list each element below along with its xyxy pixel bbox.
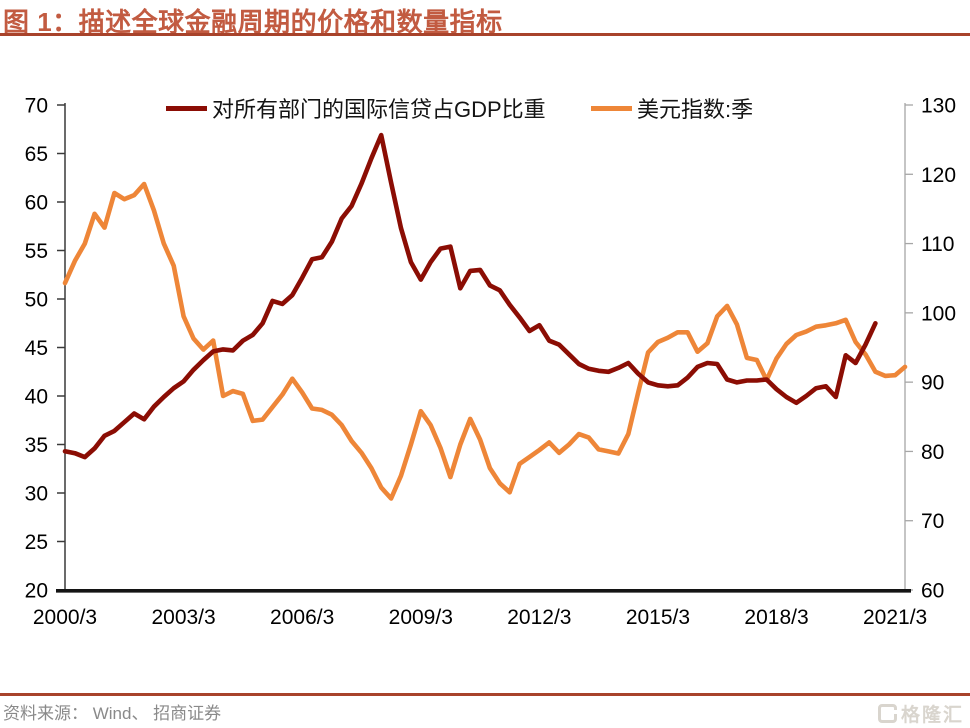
y-axis-left-tick-label: 60 (25, 192, 48, 215)
gelonghui-g-icon (877, 704, 897, 723)
title-divider (0, 33, 970, 36)
legend-label-usd-index: 美元指数:季 (637, 97, 754, 122)
credit-line-swatch (166, 105, 207, 111)
y-axis-right-tick-label: 110 (921, 233, 954, 256)
y-axis-right-tick-label: 70 (921, 510, 944, 533)
y-axis-left-tick-label: 20 (25, 580, 48, 603)
y-axis-right-tick-label: 100 (921, 302, 956, 325)
y-axis-right-tick-label: 90 (921, 372, 944, 395)
x-axis-tick-label: 2015/3 (626, 606, 690, 629)
x-axis-tick-label: 2006/3 (270, 606, 334, 629)
y-axis-left-tick-label: 45 (25, 337, 48, 360)
x-axis-tick-label: 2021/3 (863, 606, 927, 629)
x-axis-tick-label: 2009/3 (389, 606, 453, 629)
y-axis-left-tick-label: 30 (25, 483, 48, 506)
credit-gdp-line (62, 132, 878, 460)
usd-index-line-swatch (591, 105, 632, 111)
figure-title: 图 1：描述全球金融周期的价格和数量指标 (3, 7, 503, 37)
footer-divider (0, 693, 970, 696)
legend-label-credit: 对所有部门的国际信贷占GDP比重 (212, 97, 546, 122)
source-note: 资料来源： Wind、 招商证券 (3, 704, 222, 723)
gelonghui-logo: 格隆汇 (877, 700, 964, 727)
y-axis-left-tick-label: 70 (25, 95, 48, 118)
y-axis-left-tick-label: 35 (25, 434, 48, 457)
x-axis-tick-label: 2012/3 (507, 606, 571, 629)
y-axis-right-tick-label: 130 (921, 95, 956, 118)
y-axis-left-tick-label: 25 (25, 531, 48, 554)
x-axis-tick-label: 2018/3 (744, 606, 808, 629)
y-axis-left-tick-label: 55 (25, 240, 48, 263)
y-axis-right-tick-label: 80 (921, 441, 944, 464)
legend-item-credit: 对所有部门的国际信贷占GDP比重 (166, 96, 546, 122)
x-axis-tick-label: 2003/3 (151, 606, 215, 629)
usd-index-line (62, 181, 908, 501)
y-axis-right-tick-label: 120 (921, 164, 956, 187)
gelonghui-logo-text: 格隆汇 (900, 705, 964, 726)
y-axis-right-tick-label: 60 (921, 580, 944, 603)
y-axis-left-tick-label: 50 (25, 289, 48, 312)
y-axis-left-tick-label: 40 (25, 386, 48, 409)
x-axis-tick-label: 2000/3 (33, 606, 97, 629)
y-axis-left-tick-label: 65 (25, 143, 48, 166)
legend-item-usd-index: 美元指数:季 (591, 96, 753, 122)
